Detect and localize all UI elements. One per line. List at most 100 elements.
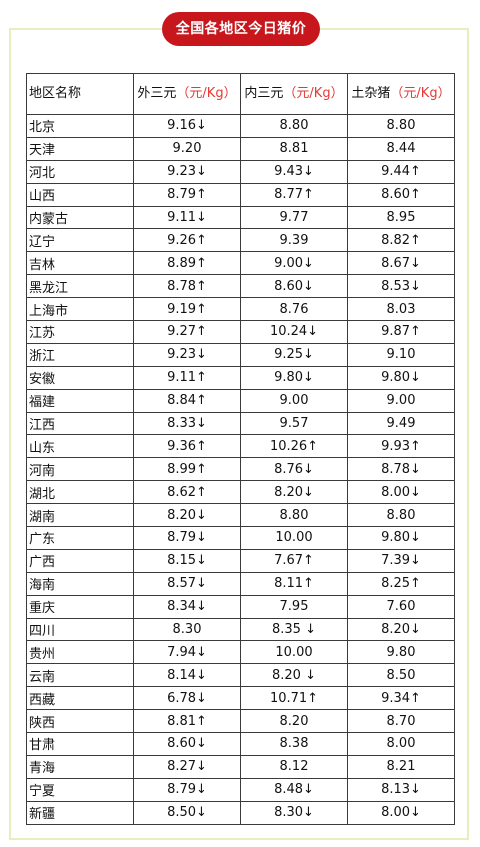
price-cell: 8.11↑ xyxy=(240,571,348,596)
price-cell: 8.00↓ xyxy=(347,800,455,825)
price-cell: 8.67↓ xyxy=(347,251,455,276)
price-cell: 9.93↑ xyxy=(347,434,455,459)
region-cell: 河北 xyxy=(26,159,134,184)
region-cell: 天津 xyxy=(26,136,134,161)
region-cell: 安徽 xyxy=(26,365,134,390)
region-cell: 西藏 xyxy=(26,686,134,711)
price-cell: 8.79↓ xyxy=(133,777,241,802)
region-cell: 江西 xyxy=(26,411,134,436)
table-row: 西藏 6.78↓ 10.71↑ 9.34↑ xyxy=(26,686,455,711)
region-cell: 广东 xyxy=(26,526,134,550)
price-cell: 7.95 xyxy=(240,594,348,619)
price-cell: 9.20 xyxy=(133,136,241,161)
price-cell: 9.00 xyxy=(347,388,455,413)
table-row: 广西 8.15↓ 7.67↑ 7.39↓ xyxy=(26,548,455,573)
region-cell: 福建 xyxy=(26,388,134,413)
region-cell: 宁夏 xyxy=(26,777,134,802)
region-cell: 内蒙古 xyxy=(26,205,134,230)
price-cell: 8.99↑ xyxy=(133,457,241,482)
price-cell: 8.44 xyxy=(347,136,455,161)
header-col2: 内三元（元/Kg） xyxy=(240,73,348,115)
price-cell: 8.20 xyxy=(240,709,348,734)
price-cell: 8.81↑ xyxy=(133,709,241,734)
price-cell: 9.49 xyxy=(347,411,455,436)
price-table: 地区名称 外三元（元/Kg） 内三元（元/Kg） 土杂猪（元/Kg） 北京 9.1… xyxy=(26,73,455,825)
region-cell: 江苏 xyxy=(26,320,134,344)
price-cell: 8.25↑ xyxy=(347,571,455,596)
price-cell: 7.39↓ xyxy=(347,548,455,573)
table-row: 青海 8.27↓ 8.12 8.21 xyxy=(26,754,455,779)
header-col2-unit: （元/Kg） xyxy=(283,86,344,101)
region-cell: 新疆 xyxy=(26,800,134,825)
price-cell: 9.26↑ xyxy=(133,228,241,253)
price-cell: 9.39 xyxy=(240,228,348,253)
price-cell: 8.00↓ xyxy=(347,480,455,505)
price-cell: 8.79↑ xyxy=(133,182,241,207)
price-cell: 9.87↑ xyxy=(347,320,455,344)
price-cell: 8.60↓ xyxy=(133,732,241,756)
table-row: 广东 8.79↓ 10.00 9.80↓ xyxy=(26,526,455,550)
header-col1-unit: （元/Kg） xyxy=(176,86,237,101)
region-cell: 上海市 xyxy=(26,297,134,322)
price-cell: 9.44↑ xyxy=(347,159,455,184)
table-body: 北京 9.16↓ 8.80 8.80 天津 9.20 8.81 8.44 河北 9.23↓ 9.43… xyxy=(26,114,455,825)
price-cell: 9.77 xyxy=(240,205,348,230)
price-cell: 8.79↓ xyxy=(133,526,241,550)
table-row: 北京 9.16↓ 8.80 8.80 xyxy=(26,114,455,138)
header-col1: 外三元（元/Kg） xyxy=(133,73,241,115)
price-cell: 8.77↑ xyxy=(240,182,348,207)
page-title: 全国各地区今日猪价 xyxy=(162,12,320,46)
price-cell: 8.48↓ xyxy=(240,777,348,802)
price-cell: 8.78↑ xyxy=(133,274,241,299)
table-row: 重庆 8.34↓ 7.95 7.60 xyxy=(26,594,455,619)
price-cell: 9.00↓ xyxy=(240,251,348,276)
price-cell: 8.27↓ xyxy=(133,754,241,779)
price-cell: 8.62↑ xyxy=(133,480,241,505)
table-row: 河南 8.99↑ 8.76↓ 8.78↓ xyxy=(26,457,455,482)
region-cell: 海南 xyxy=(26,571,134,596)
price-cell: 8.80 xyxy=(240,503,348,528)
table-row: 福建 8.84↑ 9.00 9.00 xyxy=(26,388,455,413)
price-cell: 8.53↓ xyxy=(347,274,455,299)
price-cell: 9.00 xyxy=(240,388,348,413)
table-row: 陕西 8.81↑ 8.20 8.70 xyxy=(26,709,455,734)
region-cell: 山东 xyxy=(26,434,134,459)
region-cell: 北京 xyxy=(26,114,134,138)
price-cell: 8.20↓ xyxy=(133,503,241,528)
header-col2-name: 内三元 xyxy=(244,86,284,101)
table-row: 新疆 8.50↓ 8.30↓ 8.00↓ xyxy=(26,800,455,825)
header-col3-unit: （元/Kg） xyxy=(390,86,451,101)
price-cell: 9.23↓ xyxy=(133,159,241,184)
price-cell: 10.26↑ xyxy=(240,434,348,459)
price-cell: 8.20↓ xyxy=(347,617,455,642)
price-cell: 8.60↓ xyxy=(240,274,348,299)
table-row: 贵州 7.94↓ 10.00 9.80 xyxy=(26,640,455,665)
price-cell: 8.78↓ xyxy=(347,457,455,482)
table-row: 山西 8.79↑ 8.77↑ 8.60↑ xyxy=(26,182,455,207)
table-row: 天津 9.20 8.81 8.44 xyxy=(26,136,455,161)
table-row: 湖南 8.20↓ 8.80 8.80 xyxy=(26,503,455,528)
price-cell: 7.67↑ xyxy=(240,548,348,573)
price-cell: 8.13↓ xyxy=(347,777,455,802)
price-cell: 8.70 xyxy=(347,709,455,734)
price-cell: 8.80 xyxy=(347,503,455,528)
price-cell: 8.38 xyxy=(240,732,348,756)
price-cell: 8.34↓ xyxy=(133,594,241,619)
price-cell: 9.23↓ xyxy=(133,342,241,367)
price-cell: 8.82↑ xyxy=(347,228,455,253)
region-cell: 青海 xyxy=(26,754,134,779)
price-cell: 9.25↓ xyxy=(240,342,348,367)
header-col1-name: 外三元 xyxy=(137,86,177,101)
price-cell: 9.43↓ xyxy=(240,159,348,184)
price-cell: 8.14↓ xyxy=(133,663,241,688)
price-cell: 6.78↓ xyxy=(133,686,241,711)
region-cell: 重庆 xyxy=(26,594,134,619)
price-cell: 9.80↓ xyxy=(347,526,455,550)
table-row: 湖北 8.62↑ 8.20↓ 8.00↓ xyxy=(26,480,455,505)
price-cell: 8.50↓ xyxy=(133,800,241,825)
price-cell: 8.57↓ xyxy=(133,571,241,596)
table-row: 安徽 9.11↑ 9.80↓ 9.80↓ xyxy=(26,365,455,390)
price-cell: 8.81 xyxy=(240,136,348,161)
price-cell: 9.27↑ xyxy=(133,320,241,344)
price-cell: 10.00 xyxy=(240,640,348,665)
